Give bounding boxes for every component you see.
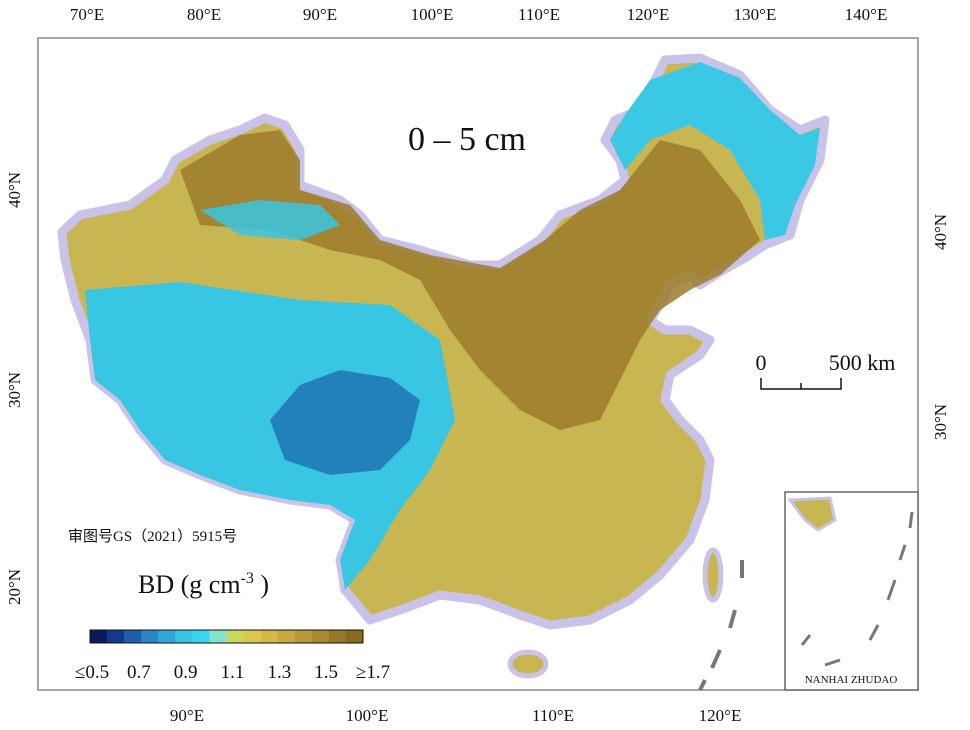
approval-number: 审图号GS（2021）5915号 <box>68 528 237 545</box>
colorbar-label: 0.7 <box>127 662 151 683</box>
scale-label: 500 km <box>829 350 896 375</box>
colorbar-label: 0.9 <box>174 662 198 683</box>
colorbar-swatch <box>90 630 108 643</box>
top-axis-label: 110°E <box>518 5 560 24</box>
left-axis-label: 20°N <box>5 569 24 605</box>
inset-frame <box>784 491 919 691</box>
bottom-axis-label: 100°E <box>346 706 389 725</box>
colorbar-swatch <box>158 630 176 643</box>
right-axis-label: 40°N <box>931 214 950 250</box>
inset-dashes <box>800 511 914 667</box>
legend-title-exponent: -3 <box>241 570 254 587</box>
northwest-blue <box>200 200 340 240</box>
right-axis-label: 30°N <box>931 404 950 440</box>
colorbar-border <box>89 629 364 644</box>
colorbar-label: ≤0.5 <box>75 662 109 683</box>
inset-label: NANHAI ZHUDAO <box>805 674 898 686</box>
colorbar-swatch <box>192 630 210 643</box>
bottom-axis-label: 110°E <box>532 706 574 725</box>
northeast-blue <box>610 62 820 240</box>
deep-blue-region <box>270 370 420 475</box>
inset: NANHAI ZHUDAO <box>784 491 919 691</box>
left-axis-label: 40°N <box>5 172 24 208</box>
bottom-axis-label: 90°E <box>170 706 204 725</box>
colorbar-label: 1.5 <box>314 662 338 683</box>
legend-title: BD (g cm-3 ) <box>138 570 269 599</box>
top-axis-label: 120°E <box>627 5 670 24</box>
colorbar-swatch <box>226 630 244 643</box>
top-axis-label: 100°E <box>411 5 454 24</box>
blue-region <box>85 282 455 590</box>
colorbar-label: 1.1 <box>221 662 245 683</box>
top-axis-label: 140°E <box>845 5 888 24</box>
map-title: 0 – 5 cm <box>408 121 526 158</box>
legend-title-end: ) <box>254 570 269 599</box>
colorbar-swatch <box>260 630 278 643</box>
top-axis-label: 90°E <box>303 5 337 24</box>
scale-label: 0 <box>756 350 767 375</box>
colorbar-swatch <box>107 630 125 643</box>
boundary-dashes <box>698 560 744 691</box>
scale-bar-line <box>760 378 842 390</box>
inset-coast <box>787 496 837 532</box>
taiwan-island <box>702 547 724 603</box>
colorbar-swatch <box>328 630 347 643</box>
left-axis-label: 30°N <box>5 372 24 408</box>
hainan-island <box>507 649 549 679</box>
top-axis-label: 130°E <box>734 5 777 24</box>
colorbar-swatch <box>175 630 193 643</box>
colorbar-swatch <box>209 630 227 643</box>
colorbar-swatch <box>124 630 142 643</box>
china-map <box>57 53 830 691</box>
colorbar-swatch <box>141 630 159 643</box>
colorbar-label: ≥1.7 <box>356 662 390 683</box>
colorbar-swatch <box>345 630 364 643</box>
colorbar-label: 1.3 <box>267 662 291 683</box>
scale-bar: 0 500 km <box>756 350 896 390</box>
colorbar-swatch <box>243 630 261 643</box>
colorbar: ≤0.5 0.7 0.9 1.1 1.3 1.5 ≥1.7 <box>75 629 390 683</box>
top-axis-label: 80°E <box>187 5 221 24</box>
top-axis-label: 70°E <box>70 5 104 24</box>
colorbar-swatch <box>294 630 313 643</box>
legend-title-main: BD (g cm <box>138 570 241 599</box>
brown-region <box>180 130 760 430</box>
axis-labels: 70°E 80°E 90°E 100°E 110°E 120°E 130°E 140°E 90°… <box>5 5 950 725</box>
colorbar-swatch <box>311 630 330 643</box>
bottom-axis-label: 120°E <box>699 706 742 725</box>
colorbar-swatch <box>277 630 296 643</box>
